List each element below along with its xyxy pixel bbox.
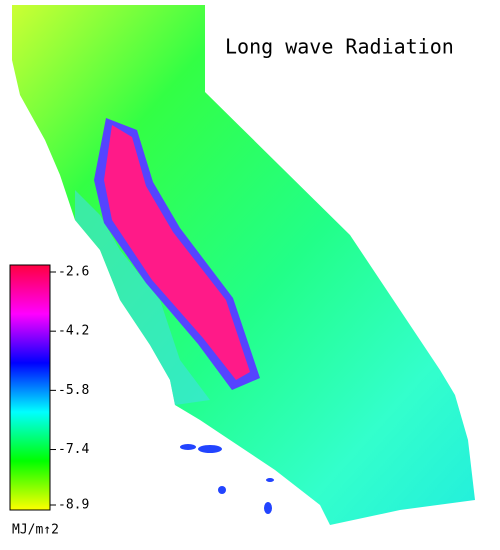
colorbar-tick-label: -7.4: [58, 442, 89, 457]
map-title: Long wave Radiation: [225, 35, 454, 59]
island: [180, 444, 196, 450]
island: [198, 445, 222, 453]
coastal-zone: [75, 190, 210, 405]
colorbar-tick-label: -8.9: [58, 498, 89, 513]
colorbar-tick-label: -4.2: [58, 324, 89, 339]
colorbar-tick-label: -2.6: [58, 265, 89, 280]
colorbar-tick-label: -5.8: [58, 383, 89, 398]
islands: [180, 444, 274, 514]
central-valley: [104, 125, 250, 380]
island: [264, 502, 272, 514]
island: [266, 478, 274, 482]
island: [218, 486, 226, 494]
colorbar: [9, 264, 51, 511]
colorbar-unit: MJ/m↑2: [12, 523, 59, 538]
